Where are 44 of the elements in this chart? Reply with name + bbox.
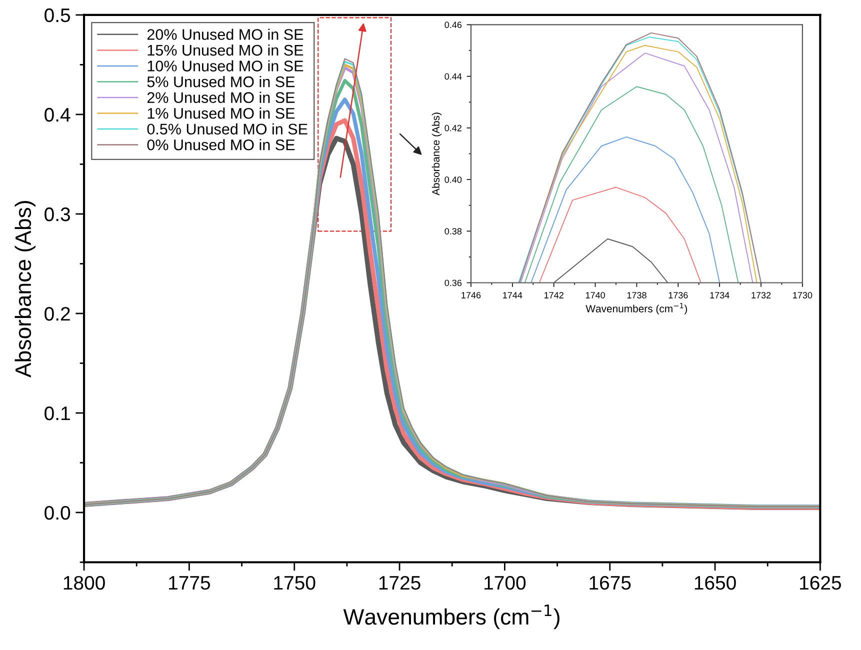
y-tick-label: 0.42 bbox=[444, 124, 462, 132]
x-tick-label: 1742 bbox=[544, 292, 564, 298]
x-tick-label: 1736 bbox=[668, 292, 688, 298]
x-axis-title: Wavenumbers (cm$^{−1}$) bbox=[343, 604, 560, 630]
x-tick-label: 1775 bbox=[169, 576, 210, 590]
legend-label: 20% Unused MO in SE bbox=[147, 28, 304, 40]
x-tick-label: 1744 bbox=[503, 292, 522, 298]
x-axis-title: Wavenumbers (cm$^{−1}$) bbox=[586, 302, 688, 314]
legend-label: 5% Unused MO in SE bbox=[147, 76, 295, 88]
y-tick-label: 0.38 bbox=[444, 228, 462, 234]
x-tick-label: 1675 bbox=[590, 576, 631, 590]
line-series bbox=[538, 186, 702, 283]
legend-label: 0.5% Unused MO in SE bbox=[147, 123, 308, 135]
x-tick-label: 1740 bbox=[586, 292, 605, 298]
legend-label: 0% Unused MO in SE bbox=[147, 139, 295, 150]
y-axis-title: Absorbance (Abs) bbox=[432, 112, 442, 196]
x-tick-label: 1625 bbox=[800, 576, 842, 590]
legend-label: 15% Unused MO in SE bbox=[148, 44, 304, 56]
x-tick-label: 1746 bbox=[462, 292, 481, 298]
x-tick-label: 1725 bbox=[379, 576, 420, 590]
y-tick-label: 0.44 bbox=[444, 73, 462, 80]
legend-label: 1% Unused MO in SE bbox=[148, 108, 295, 119]
y-tick-label: 0.4 bbox=[44, 108, 70, 122]
x-tick-label: 1750 bbox=[274, 576, 316, 590]
legend-label: 2% Unused MO in SE bbox=[147, 92, 295, 103]
x-tick-label: 1700 bbox=[484, 576, 526, 590]
y-axis-title: Absorbance (Abs) bbox=[14, 201, 36, 378]
x-tick-label: 1800 bbox=[64, 576, 105, 590]
x-tick-label: 1734 bbox=[710, 292, 730, 298]
line-series bbox=[524, 86, 739, 283]
y-tick-label: 0.5 bbox=[44, 8, 70, 22]
legend-label: 10% Unused MO in SE bbox=[148, 60, 304, 72]
y-tick-label: 0.2 bbox=[44, 306, 70, 321]
x-tick-label: 1650 bbox=[694, 576, 736, 590]
y-tick-label: 0.36 bbox=[444, 280, 462, 286]
y-tick-label: 0.46 bbox=[444, 22, 462, 28]
y-tick-label: 0.3 bbox=[44, 207, 70, 222]
y-tick-label: 0.1 bbox=[44, 406, 70, 420]
y-tick-label: 0.40 bbox=[444, 176, 462, 183]
x-tick-label: 1732 bbox=[752, 292, 771, 298]
x-tick-label: 1730 bbox=[793, 292, 812, 298]
x-tick-label: 1738 bbox=[627, 292, 646, 298]
y-tick-label: 0.0 bbox=[44, 506, 70, 520]
line-series bbox=[530, 136, 720, 283]
